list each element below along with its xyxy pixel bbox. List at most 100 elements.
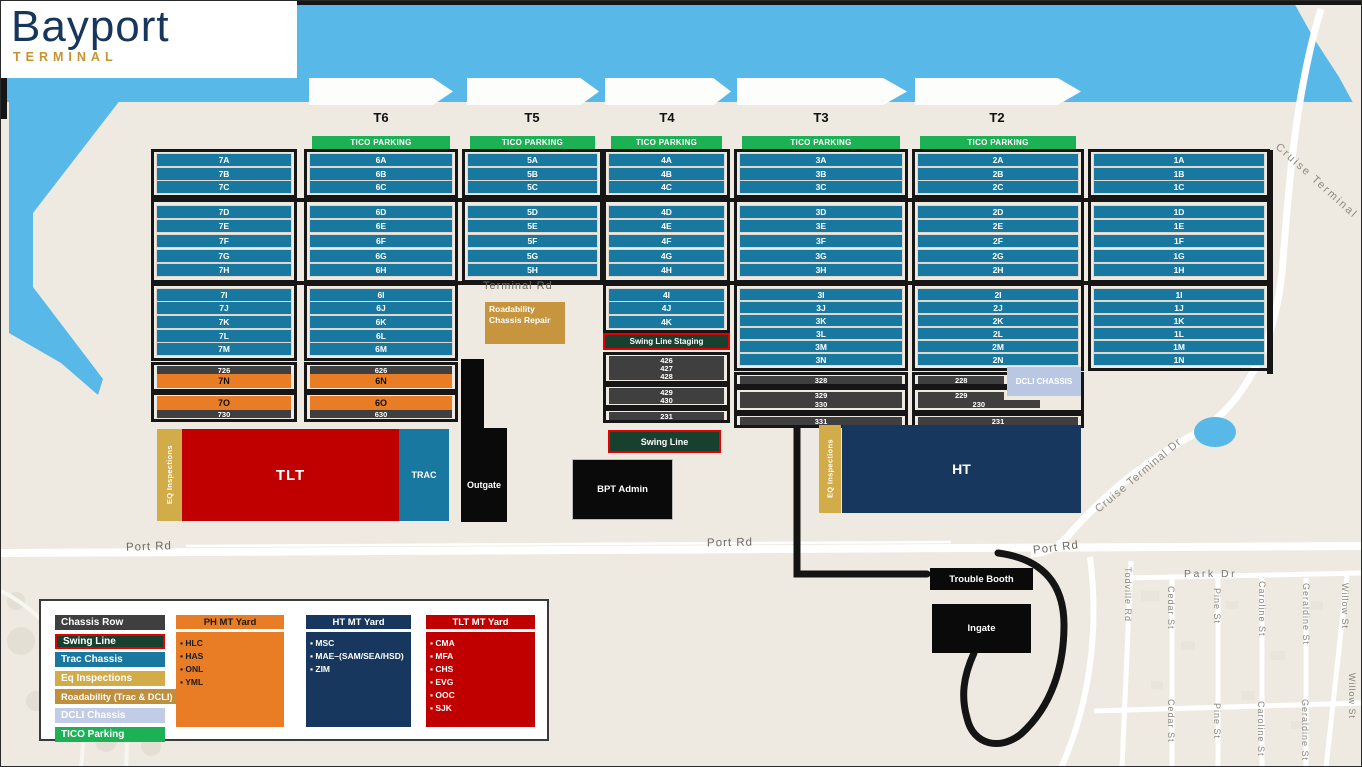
yard-row-426: 426 xyxy=(609,356,724,365)
yard-block-b1: 1A 1B 1C 1D 1E 1F 1G 1H 1I 1J 1K 1L 1M 1N xyxy=(1088,149,1270,434)
legend-yard-body-ht-mt-yard: ▪ MSC ▪ MAE–(SAM/SEA/HSD) ▪ ZIM xyxy=(306,632,411,727)
yard-block-b4: 4A 4B 4C 4D 4E 4F 4G 4H 4I 4J 4K Swing Line Staging… xyxy=(603,149,730,434)
swing-line-staging: Swing Line Staging xyxy=(603,333,730,350)
yard-row-2J: 2J xyxy=(918,302,1078,313)
street-label-cedar-st: Cedar St xyxy=(1166,586,1176,630)
yard-block-b6: 6A 6B 6C 6D 6E 6F 6G 6H 6I 6J 6K 6L 6M 626 6N 6O 630 xyxy=(304,149,458,434)
water-channel xyxy=(9,99,121,395)
yard-row-4G: 4G xyxy=(609,249,724,262)
trac-yard: TRAC xyxy=(399,429,449,521)
legend-yard-header-tlt-mt-yard: TLT MT Yard xyxy=(426,615,535,629)
yard-row-5B: 5B xyxy=(468,167,597,180)
yard-block-b3: 3A 3B 3C 3D 3E 3F 3G 3H 3I 3J 3K 3L 3M 3N 328 329 330 331 xyxy=(734,149,908,434)
yard-row-428: 428 xyxy=(609,372,724,381)
row-group: 329 330 xyxy=(734,387,908,413)
yard-row-5F: 5F xyxy=(468,234,597,247)
logo-subtitle: TERMINAL xyxy=(13,50,118,64)
yard-row-3G: 3G xyxy=(740,249,902,262)
logo: Bayport TERMINAL xyxy=(1,1,297,78)
yard-row-3I: 3I xyxy=(740,289,902,300)
yard-row-1M: 1M xyxy=(1094,341,1264,352)
row-group: 1I 1J 1K 1L 1M 1N xyxy=(1088,283,1270,371)
yard-row-231: 231 xyxy=(918,417,1078,426)
roadability-chassis-repair: Roadability Chassis Repair xyxy=(485,302,565,344)
yard-row-1I: 1I xyxy=(1094,289,1264,300)
yard-row-6M: 6M xyxy=(310,343,452,356)
yard-row-626: 626 xyxy=(310,366,452,375)
yard-row-630: 630 xyxy=(310,410,452,419)
yard-row-6K: 6K xyxy=(310,315,452,328)
row-group: 426 427 428 xyxy=(603,352,730,384)
yard-row-5C: 5C xyxy=(468,180,597,193)
bpt-admin-building: BPT Admin xyxy=(572,459,673,520)
legend-swatch-tico-parking: TICO Parking xyxy=(55,726,165,742)
yard-row-7E: 7E xyxy=(157,220,291,233)
legend-swatch-roadability-trac-dcli-: Roadability (Trac & DCLI) xyxy=(55,689,183,705)
yard-row-7O: 7O xyxy=(157,396,291,410)
yard-row-5D: 5D xyxy=(468,205,597,218)
yard-row-4B: 4B xyxy=(609,167,724,180)
street-label-caroline-st: Caroline St xyxy=(1257,581,1267,637)
yard-row-2L: 2L xyxy=(918,328,1078,339)
yard-row-3B: 3B xyxy=(740,167,902,180)
tico-parking-b6: TICO PARKING xyxy=(312,136,450,149)
yard-row-4D: 4D xyxy=(609,205,724,218)
yard-block-b7: 7A 7B 7C 7D 7E 7F 7G 7H 7I 7J 7K 7L 7M 726 7N 7O 730 xyxy=(151,149,297,434)
yard-row-7J: 7J xyxy=(157,302,291,315)
yard-row-7N: 7N xyxy=(157,374,291,388)
swing-line-area: Swing Line xyxy=(608,430,721,453)
yard-row-4I: 4I xyxy=(609,288,724,301)
port-rd-label-center: Port Rd xyxy=(706,536,754,550)
yard-row-229: 229 xyxy=(918,391,1005,400)
logo-title: Bayport xyxy=(11,2,170,51)
yard-row-6E: 6E xyxy=(310,220,452,233)
yard-row-5H: 5H xyxy=(468,264,597,277)
street-label-pine-st: Pine St xyxy=(1212,588,1222,625)
yard-row-330: 330 xyxy=(740,400,902,409)
legend-yard-body-ph-mt-yard: ▪ HLC ▪ HAS ▪ ONL ▪ YML xyxy=(176,632,284,727)
yard-row-2A: 2A xyxy=(918,154,1078,167)
row-group: 4A 4B 4C xyxy=(603,149,730,198)
ship-icon xyxy=(309,78,453,105)
ht-yard: HT xyxy=(842,425,1081,513)
street-label-lower-willow-st: Willow St xyxy=(1347,673,1357,720)
yard-row-6L: 6L xyxy=(310,329,452,342)
row-group: 228 xyxy=(912,372,1084,387)
legend-swatch-trac-chassis: Trac Chassis xyxy=(55,652,165,668)
yard-row-2F: 2F xyxy=(918,234,1078,247)
yard-row-1F: 1F xyxy=(1094,234,1264,247)
yard-row-5A: 5A xyxy=(468,154,597,167)
ship-icon xyxy=(915,78,1081,105)
row-group: 726 7N xyxy=(151,362,297,392)
row-group: 2D 2E 2F 2G 2H xyxy=(912,199,1084,283)
street-label-lower-cedar-st: Cedar St xyxy=(1166,699,1176,743)
yard-row-7L: 7L xyxy=(157,329,291,342)
yard-row-2N: 2N xyxy=(918,354,1078,365)
row-group: 328 xyxy=(734,372,908,387)
terminal-label-T3: T3 xyxy=(813,110,829,125)
row-group: 626 6N xyxy=(304,362,458,392)
yard-row-6J: 6J xyxy=(310,302,452,315)
yard-row-3M: 3M xyxy=(740,341,902,352)
park-dr-label: Park Dr xyxy=(1184,568,1238,580)
yard-row-1E: 1E xyxy=(1094,220,1264,233)
yard-row-6D: 6D xyxy=(310,205,452,218)
yard-row-3A: 3A xyxy=(740,154,902,167)
truck-route-path xyxy=(793,417,1068,747)
eq-inspections-strip-west: EQ Inspections xyxy=(157,429,182,521)
yard-row-4E: 4E xyxy=(609,220,724,233)
yard-row-4F: 4F xyxy=(609,234,724,247)
terminal-label-T2: T2 xyxy=(989,110,1005,125)
row-group: 3I 3J 3K 3L 3M 3N xyxy=(734,283,908,371)
yard-row-2H: 2H xyxy=(918,264,1078,277)
yard-row-3L: 3L xyxy=(740,328,902,339)
outgate-building xyxy=(461,359,507,522)
yard-row-1B: 1B xyxy=(1094,167,1264,180)
row-group: 1A 1B 1C xyxy=(1088,149,1270,198)
legend-swatch-swing-line: Swing Line xyxy=(55,633,165,649)
terminal-rd-label: Terminal Rd xyxy=(483,280,553,292)
yard-row-331: 331 xyxy=(740,417,902,426)
row-group: 3A 3B 3C xyxy=(734,149,908,198)
yard-row-2G: 2G xyxy=(918,249,1078,262)
yard-row-3J: 3J xyxy=(740,302,902,313)
